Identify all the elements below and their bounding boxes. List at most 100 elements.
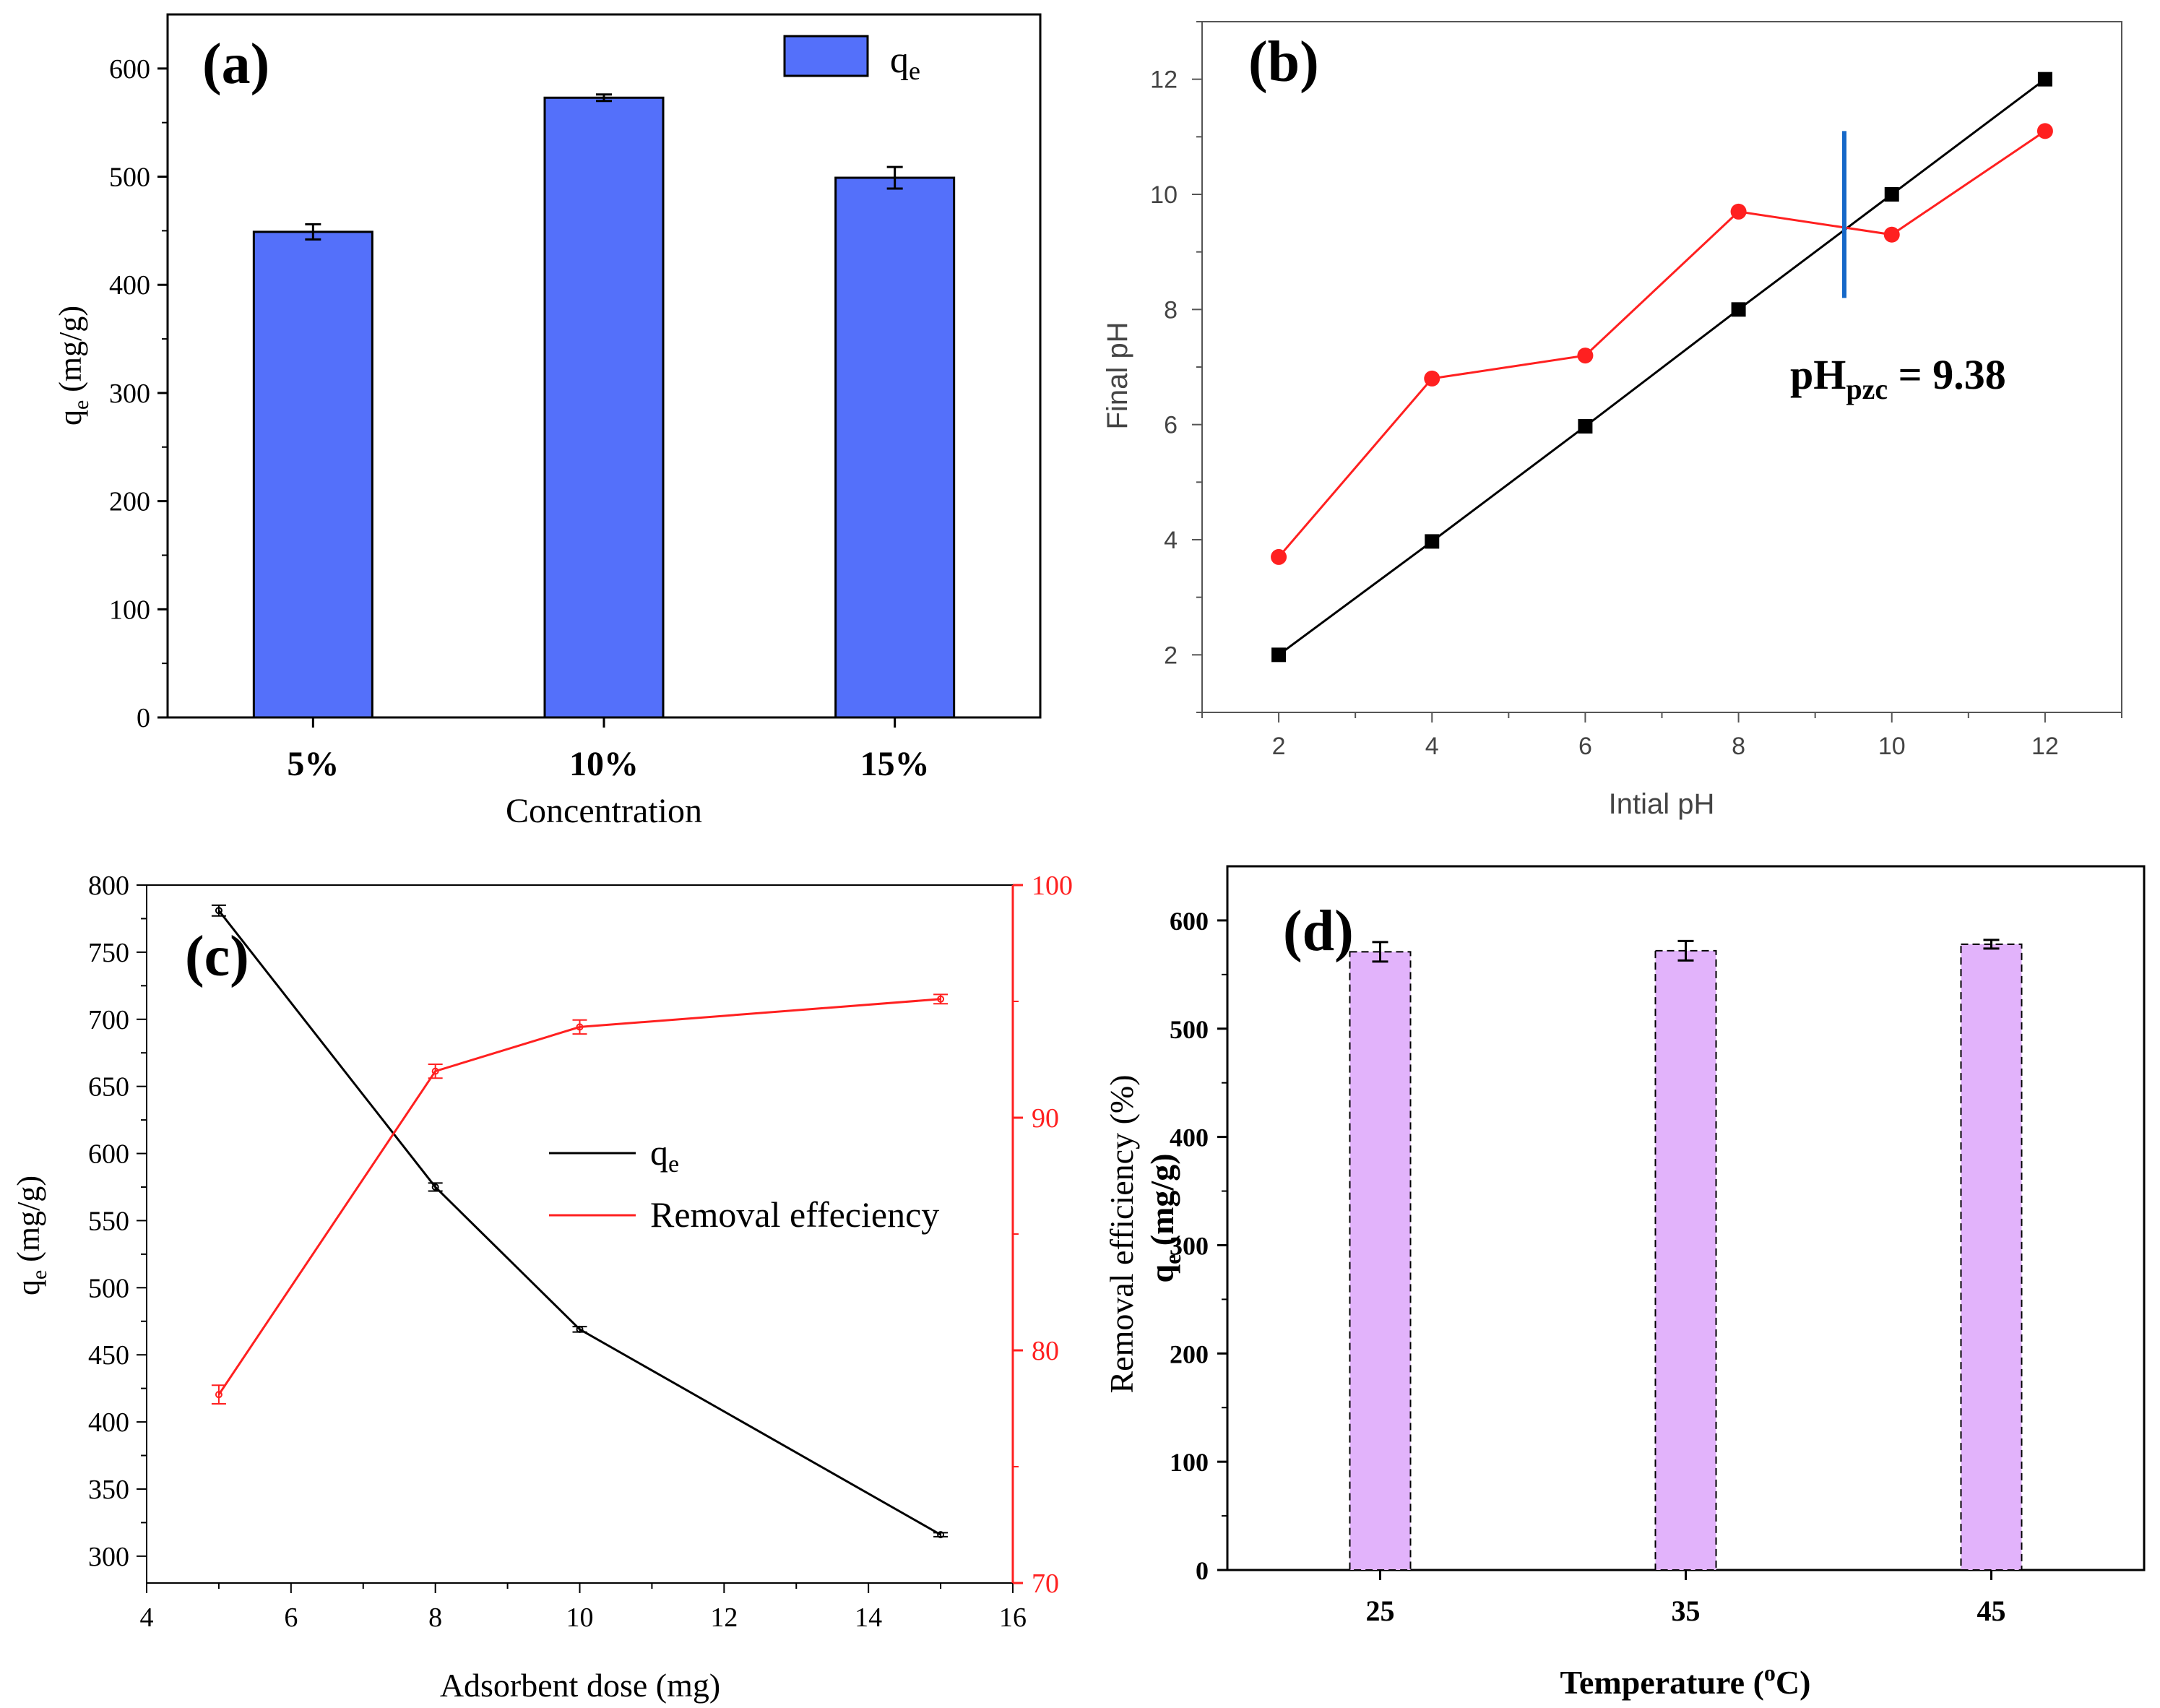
panel-c-y-tick-label: 800 <box>88 871 129 901</box>
panel-b-x-tick-label: 12 <box>2031 733 2059 760</box>
panel-d-y-tick-label: 100 <box>1170 1448 1209 1477</box>
panel-d-y-tick-label: 0 <box>1196 1556 1209 1585</box>
panel-d-bar <box>1960 943 2023 1571</box>
panel-d-x-axis-title: Temperature (oC) <box>1560 1660 1811 1701</box>
panel-c-qe-line <box>217 910 941 1536</box>
panel-a-y-ticks: 0 100 200 300 400 500 600 <box>109 54 168 733</box>
panel-a-bar-chart: 0 100 200 300 400 500 600 5% 10% 15% (a) qe Conc… <box>53 13 1042 830</box>
panel-b-series-1-marker <box>1425 534 1440 549</box>
panel-b-x-tick-label: 4 <box>1425 733 1439 760</box>
panel-d-x-tick-label: 45 <box>1977 1595 2006 1627</box>
panel-c-qe-marker <box>937 1531 945 1539</box>
panel-c-y-tick-label: 400 <box>88 1407 129 1438</box>
panel-c-legend-label-qe: qe <box>650 1132 679 1178</box>
panel-c-legend-label-removal: Removal effeciency <box>650 1194 939 1235</box>
panel-a-y-tick-label: 0 <box>137 703 150 733</box>
panel-b-series-2-marker <box>1883 226 1900 243</box>
panel-a-y-tick-label: 400 <box>109 270 150 301</box>
panel-c-x-tick-label: 12 <box>710 1603 738 1633</box>
panel-b-y-axis-title: Final pH <box>1102 322 1133 430</box>
panel-a-bar <box>252 230 373 719</box>
panel-c-removal-marker <box>937 995 945 1003</box>
panel-b-series-2-marker <box>1577 348 1594 364</box>
panel-c-dual-axis-chart: 4 6 8 10 12 14 16 300 350 400 450 500 550 600 650 700 75… <box>11 871 1140 1704</box>
panel-c-removal-marker <box>431 1067 439 1075</box>
panel-a-x-axis-title: Concentration <box>506 792 702 830</box>
panel-b-series-1-line <box>1278 78 2046 656</box>
panel-c-y2-tick-label: 80 <box>1032 1336 1059 1366</box>
panel-a-bar <box>543 96 665 719</box>
panel-d-bar-chart: 0 100 200 300 400 500 600 25 35 45 (d) Temperatu… <box>1144 865 2146 1701</box>
panel-a-y-tick-label: 100 <box>109 595 150 625</box>
panel-d-x-tick-label: 35 <box>1672 1595 1701 1627</box>
panel-c-x-tick-label: 8 <box>428 1603 442 1633</box>
panel-b-label: (b) <box>1248 30 1319 94</box>
panel-b-series-2-marker <box>1424 370 1440 387</box>
panel-d-bar <box>1654 949 1717 1571</box>
panel-b-x-tick-label: 6 <box>1578 733 1592 760</box>
panel-b-series-2-marker <box>2036 123 2053 139</box>
panel-b-series-2-line <box>1277 130 2046 558</box>
panel-c-y-tick-label: 450 <box>88 1340 129 1371</box>
panel-b-y-tick-label: 8 <box>1164 296 1178 324</box>
panel-c-y2-tick-label: 70 <box>1032 1569 1059 1599</box>
panel-d-x-tick-label: 25 <box>1366 1595 1395 1627</box>
panel-a-bars <box>252 93 956 719</box>
panel-a-x-tick-label: 5% <box>287 745 339 783</box>
panel-d-x-ticks: 25 35 45 <box>1366 1570 2006 1627</box>
panel-a-y-tick-label: 300 <box>109 379 150 409</box>
panel-b-x-tick-label: 10 <box>1878 733 1906 760</box>
panel-d-y-axis-title: qe (mg/g) <box>1144 1153 1185 1282</box>
panel-c-x-tick-label: 14 <box>855 1603 882 1633</box>
panel-c-x-tick-label: 16 <box>999 1603 1027 1633</box>
panel-b-series-1-marker <box>1271 647 1287 663</box>
panel-c-y-tick-label: 700 <box>88 1005 129 1035</box>
panel-a-y-tick-label: 200 <box>109 487 150 517</box>
panel-a-y-axis-title: qe (mg/g) <box>53 306 93 426</box>
panel-b-y-tick-label: 4 <box>1164 527 1178 554</box>
panel-b-series-1-marker <box>1884 187 1899 202</box>
panel-c-qe-marker <box>215 907 223 915</box>
panel-c-y2-tick-label: 90 <box>1032 1103 1059 1134</box>
panel-c-qe-marker <box>431 1183 439 1191</box>
panel-c-removal-line <box>217 998 941 1396</box>
panel-c-label: (c) <box>185 925 249 988</box>
panel-d-label: (d) <box>1283 900 1354 963</box>
panel-d-y-ticks: 0 100 200 300 400 500 600 <box>1170 907 1227 1585</box>
panel-c-removal-marker <box>576 1023 584 1031</box>
panel-b-series-1-marker <box>2037 72 2052 87</box>
panel-a-y-tick-label: 500 <box>109 163 150 193</box>
panel-c-series <box>211 904 949 1539</box>
panel-c-qe-marker <box>576 1325 584 1333</box>
panel-c-y-tick-label: 600 <box>88 1139 129 1170</box>
panel-b-ticks: 2 4 6 8 10 12 2 4 6 8 10 12 <box>1150 21 2122 760</box>
panel-b-pzc-annotation: pHpzc = 9.38 <box>1790 351 2006 405</box>
panel-b-y-tick-label: 12 <box>1150 66 1178 94</box>
panel-b-y-tick-label: 10 <box>1150 181 1178 209</box>
panel-a-x-tick-label: 10% <box>569 745 639 783</box>
panel-c-x-tick-label: 6 <box>284 1603 298 1633</box>
panel-b-series-1-marker <box>1731 302 1746 317</box>
panel-b-line-chart: 2 4 6 8 10 12 2 4 6 8 10 12 (b) pHpzc = 9.38 Intial… <box>1102 21 2122 820</box>
panel-d-y-tick-label: 200 <box>1170 1340 1209 1368</box>
panel-b-series-2-marker <box>1271 548 1287 565</box>
panel-b-y-tick-label: 6 <box>1164 412 1178 439</box>
panel-d-y-tick-label: 500 <box>1170 1015 1209 1044</box>
panel-a-x-tick-label: 15% <box>860 745 930 783</box>
panel-b-y-tick-label: 2 <box>1164 642 1178 669</box>
panel-c-ticks: 4 6 8 10 12 14 16 300 350 400 450 500 550 600 650 700 75… <box>88 871 1073 1633</box>
panel-b-x-tick-label: 8 <box>1732 733 1745 760</box>
panel-c-y-tick-label: 500 <box>88 1273 129 1303</box>
panel-a-label: (a) <box>202 33 269 96</box>
panel-c-removal-marker <box>215 1391 223 1399</box>
panel-a-legend-label: qe <box>890 40 920 85</box>
panel-d-bars <box>1349 939 2023 1571</box>
panel-d-y-tick-label: 600 <box>1170 907 1209 936</box>
panel-a-legend-swatch <box>783 35 869 77</box>
panel-a-x-ticks: 5% 10% 15% <box>287 717 930 783</box>
panel-a-y-tick-label: 600 <box>109 54 150 85</box>
panel-c-y-axis-title: qe (mg/g) <box>11 1176 51 1295</box>
panel-b-series-1-marker <box>1578 419 1593 434</box>
panel-d-y-tick-label: 400 <box>1170 1123 1209 1152</box>
